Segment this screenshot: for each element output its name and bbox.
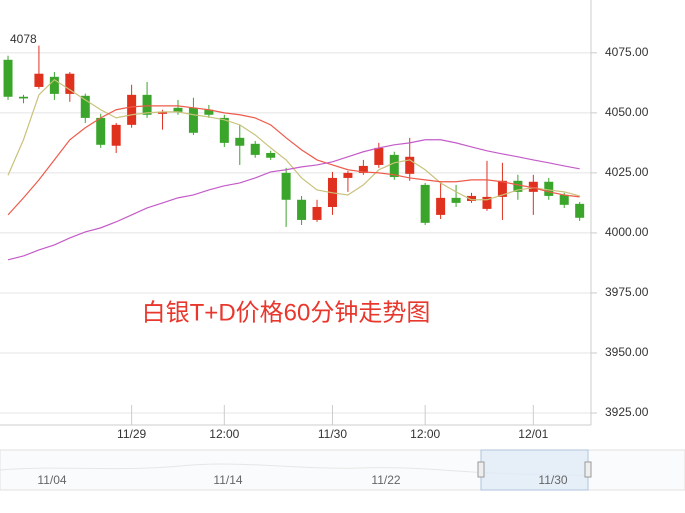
y-tick-label: 3975.00 [605, 285, 649, 299]
navigator-handle[interactable] [477, 461, 485, 478]
candle-body [80, 95, 90, 118]
candle-body [18, 96, 28, 99]
candle-body [65, 73, 75, 94]
candle-body [312, 206, 322, 220]
candle-body [482, 196, 492, 209]
candle-body [158, 111, 168, 114]
candle-body [528, 181, 538, 192]
candle-body [127, 94, 137, 125]
y-tick-label: 4075.00 [605, 45, 649, 59]
y-tick-label: 4000.00 [605, 225, 649, 239]
candle-body [436, 197, 446, 215]
navigator-handle[interactable] [584, 461, 592, 478]
candle-body [3, 59, 13, 97]
candle-body [559, 194, 569, 205]
candle-body [575, 203, 585, 218]
max-annotation: 4078 [10, 32, 37, 46]
navigator-label: 11/30 [538, 473, 567, 487]
candle-body [389, 154, 399, 177]
navigator-window[interactable] [480, 449, 589, 491]
candle-body [142, 94, 152, 115]
y-tick-label: 4050.00 [605, 105, 649, 119]
candle-body [34, 73, 44, 87]
candle-body [343, 172, 353, 178]
moving-average-line [7, 78, 580, 201]
candle-body [250, 143, 260, 155]
navigator-label: 11/04 [37, 473, 66, 487]
candle-body [96, 117, 106, 145]
candle-body [266, 152, 276, 158]
x-tick-label: 12:00 [209, 427, 239, 441]
x-tick-label: 11/30 [318, 427, 347, 441]
x-tick-label: 12/01 [518, 427, 548, 441]
candle-body [358, 165, 368, 173]
x-tick-label: 11/29 [117, 427, 146, 441]
y-tick-label: 4025.00 [605, 165, 649, 179]
candle-body [451, 197, 461, 203]
candle-body [405, 156, 415, 174]
candle-body [219, 117, 229, 143]
y-tick-label: 3950.00 [605, 345, 649, 359]
candle-body [204, 109, 214, 115]
candle-body [281, 172, 291, 200]
candle-body [374, 147, 384, 165]
candle-body [544, 181, 554, 196]
navigator-label: 11/22 [371, 473, 400, 487]
candle-body [235, 137, 245, 146]
candle-body [111, 124, 121, 146]
candle-body [497, 180, 507, 197]
candle-body [297, 199, 307, 220]
moving-average-line [7, 139, 580, 261]
candle-body [467, 195, 477, 201]
candle-body [173, 107, 183, 112]
chart-title: 白银T+D价格60分钟走势图 [142, 299, 431, 326]
candle-body [188, 107, 198, 133]
candle-body [420, 184, 430, 223]
navigator-label: 11/14 [213, 473, 242, 487]
candle-body [513, 180, 523, 192]
y-tick-label: 3925.00 [605, 405, 649, 419]
candle-body [49, 76, 59, 94]
x-tick-label: 12:00 [410, 427, 440, 441]
moving-average-line [7, 105, 580, 216]
